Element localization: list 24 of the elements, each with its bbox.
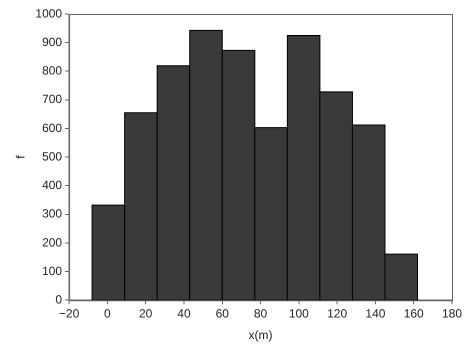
y-tick-label: 700 (42, 92, 62, 106)
x-tick-label: 40 (177, 306, 191, 321)
y-tick-label: 100 (42, 264, 62, 278)
x-axis-title: x(m) (248, 328, 273, 342)
x-tick-label: 140 (365, 306, 386, 321)
x-tick-label: 160 (404, 306, 424, 321)
y-tick-label: 500 (42, 149, 62, 164)
y-tick-label: 0 (55, 292, 62, 307)
x-tick-label: 120 (327, 306, 348, 321)
y-tick-label: 600 (42, 120, 62, 135)
y-tick-label: 400 (42, 178, 62, 192)
x-tick-label: 100 (288, 306, 310, 321)
y-axis-title: f (14, 154, 28, 159)
x-tick-label: 180 (442, 306, 462, 321)
y-tick-label: 1000 (35, 6, 62, 20)
y-tick-label: 200 (42, 235, 62, 250)
y-tick-label: 300 (42, 206, 62, 221)
x-tick-label: 80 (254, 306, 268, 321)
x-tick-label: −20 (58, 306, 80, 321)
y-tick-label: 800 (42, 64, 62, 78)
x-tick-label: 0 (104, 306, 112, 321)
y-tick-label: 900 (42, 34, 62, 49)
x-tick-label: 60 (216, 306, 230, 321)
x-tick-label: 20 (138, 306, 153, 321)
